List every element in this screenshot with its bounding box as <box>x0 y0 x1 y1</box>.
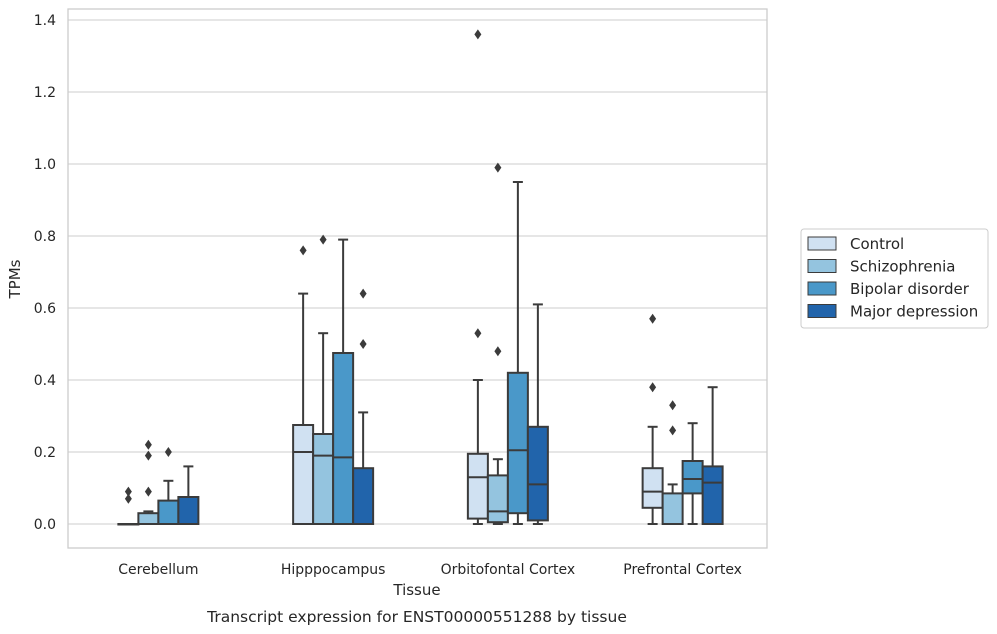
outlier-point <box>124 486 132 497</box>
box-control-1 <box>292 245 315 525</box>
box-rect <box>177 496 200 525</box>
box-bipolar-disorder-0 <box>157 447 180 526</box>
box-rect <box>701 465 724 525</box>
box-rect <box>681 460 704 495</box>
outlier-point <box>319 234 327 245</box>
y-tick-label: 0.2 <box>34 445 56 461</box>
box-bipolar-disorder-1 <box>332 238 355 525</box>
y-tick-label: 0.8 <box>34 229 56 245</box>
outlier-point <box>124 493 132 504</box>
x-tick-label: Hipppocampus <box>281 562 386 578</box>
outlier-point <box>359 288 367 299</box>
box-rect <box>157 499 180 526</box>
outlier-point <box>494 162 502 173</box>
grid-lines <box>68 19 767 525</box>
box-control-3 <box>641 313 664 525</box>
box-rect <box>641 467 664 509</box>
legend-swatch <box>807 281 837 296</box>
outlier-point <box>144 450 152 461</box>
box-major-depression-2 <box>526 303 549 525</box>
legend-swatch <box>807 236 837 251</box>
legend-label: Schizophrenia <box>850 258 955 276</box>
box-layer <box>117 29 724 526</box>
legend-swatch <box>807 304 837 318</box>
box-rect <box>292 424 315 525</box>
legend-swatch <box>807 259 837 273</box>
outlier-point <box>144 439 152 450</box>
box-rect <box>506 371 529 515</box>
box-schizophrenia-0 <box>137 439 160 526</box>
box-major-depression-3 <box>701 386 724 525</box>
legend-frame <box>800 228 989 329</box>
y-tick-label: 1.2 <box>34 85 56 101</box>
outlier-point <box>359 339 367 349</box>
outlier-point <box>144 486 152 497</box>
box-rect <box>466 452 489 520</box>
box-rect <box>486 474 509 524</box>
x-tick-label: Orbitofontal Cortex <box>441 562 576 578</box>
outlier-point <box>474 29 482 40</box>
y-axis-label: TPMs <box>6 259 24 299</box>
plot-frame <box>67 8 768 549</box>
box-schizophrenia-1 <box>312 234 335 525</box>
legend-label: Major depression <box>850 303 978 321</box>
box-rect <box>137 512 160 526</box>
legend-label: Bipolar disorder <box>850 280 970 298</box>
outlier-point <box>669 400 677 411</box>
legend: Control Schizophrenia Bipolar disorder Majo… <box>800 228 989 329</box>
box-control-2 <box>466 29 489 525</box>
y-axis-ticks: 0.0 0.2 0.4 0.6 0.8 1.0 1.2 1.4 <box>34 13 56 533</box>
box-bipolar-disorder-3 <box>681 422 704 525</box>
y-tick-label: 0.6 <box>34 301 56 317</box>
box-schizophrenia-3 <box>661 400 684 525</box>
box-major-depression-1 <box>352 288 375 526</box>
outlier-point <box>164 447 172 457</box>
box-rect <box>352 467 375 526</box>
box-rect <box>332 352 355 525</box>
outlier-point <box>649 313 657 324</box>
x-tick-label: Prefrontal Cortex <box>623 562 742 578</box>
outlier-point <box>649 382 657 393</box>
box-rect <box>526 425 549 522</box>
x-axis-ticks: Cerebellum Hipppocampus Orbitofontal Corte… <box>118 562 742 578</box>
y-tick-label: 0.4 <box>34 373 56 389</box>
chart-caption: Transcript expression for ENST0000055128… <box>206 608 627 626</box>
box-rect <box>661 492 684 525</box>
x-tick-label: Cerebellum <box>118 562 198 578</box>
outlier-point <box>494 346 502 357</box>
box-schizophrenia-2 <box>486 162 509 525</box>
y-tick-label: 1.4 <box>34 13 56 29</box>
legend-label: Control <box>850 235 904 253</box>
outlier-point <box>474 328 482 339</box>
box-major-depression-0 <box>177 465 200 525</box>
x-axis-label: Tissue <box>392 581 440 599</box>
box-bipolar-disorder-2 <box>506 181 529 525</box>
box-control-0 <box>117 486 140 526</box>
y-tick-label: 1.0 <box>34 157 56 173</box>
y-tick-label: 0.0 <box>34 517 56 533</box>
outlier-point <box>299 245 307 256</box>
outlier-point <box>669 425 677 436</box>
box-rect <box>312 433 335 525</box>
